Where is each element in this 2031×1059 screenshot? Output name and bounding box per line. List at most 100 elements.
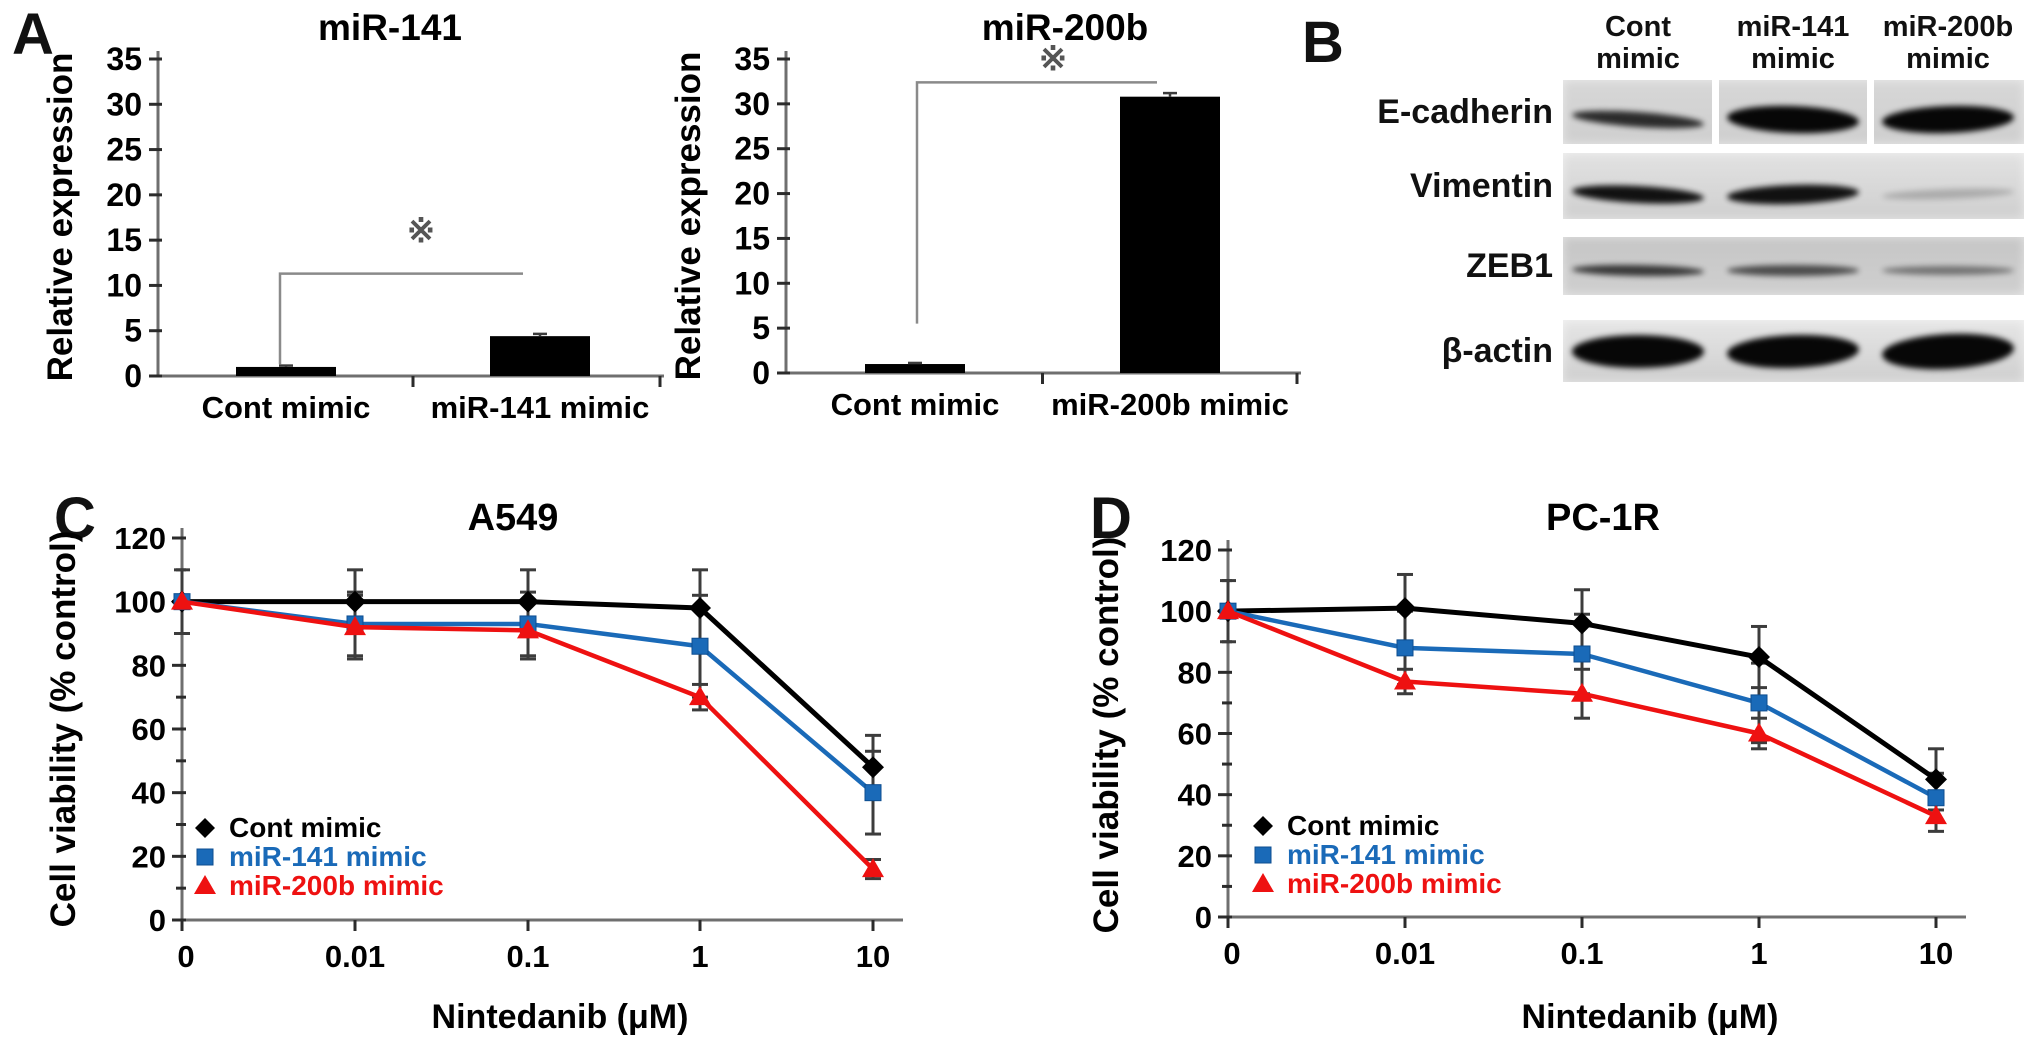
svg-text:10: 10 [106, 267, 142, 303]
svg-text:Cell viability (% control): Cell viability (% control) [1087, 537, 1126, 934]
axes: 0 20 40 60 80 100 120 0 0.01 0.1 1 10 [1160, 533, 1966, 971]
blot-lane-header-line: miR-141 [1736, 11, 1850, 43]
svg-text:35: 35 [734, 41, 770, 77]
blot-band [1572, 334, 1705, 368]
blot-lane-gap [1867, 80, 1874, 144]
svg-text:15: 15 [106, 222, 142, 258]
svg-text:25: 25 [106, 132, 142, 168]
blot-band [1881, 265, 2014, 275]
blot-band [1726, 182, 1860, 206]
bar-chart-mir200b: 0 5 10 15 20 25 30 35 Cont mimic miR-200b mimic ※m… [669, 7, 1301, 422]
svg-text:40: 40 [1178, 778, 1212, 813]
svg-text:0: 0 [1195, 900, 1212, 935]
blot-row-bactin: β-actin [1442, 320, 2024, 382]
svg-text:30: 30 [106, 86, 142, 122]
blot-lane-gap [1712, 80, 1719, 144]
svg-text:60: 60 [132, 712, 166, 747]
svg-text:100: 100 [1160, 594, 1212, 629]
series-triangle [171, 590, 884, 878]
svg-text:A549: A549 [468, 497, 559, 539]
chart-title: A549 [468, 497, 559, 539]
blot-lane-header-line: Cont [1604, 11, 1672, 43]
chart-title: miR-200b [982, 7, 1149, 48]
bars: Cont mimic miR-141 mimic [202, 332, 650, 425]
svg-text:miR-141: miR-141 [318, 7, 462, 48]
blot-lane-header-line: mimic [1596, 42, 1680, 75]
bar-chart-mir141: 0 5 10 15 20 25 30 35 Cont mimic miR-141 mimic ※ mi… [41, 7, 664, 425]
blot-lane-header-line: miR-200b [1882, 11, 2014, 43]
axes: 0 20 40 60 80 100 120 0 0.01 0.1 1 10 [114, 521, 903, 974]
blot-row-label: E-cadherin [1377, 93, 1553, 131]
svg-text:25: 25 [734, 131, 770, 167]
svg-text:0.1: 0.1 [506, 939, 549, 974]
svg-text:10: 10 [1919, 936, 1953, 971]
svg-text:Relative expression: Relative expression [669, 52, 708, 381]
svg-text:Cont mimic: Cont mimic [831, 387, 1000, 422]
blot-strip [1563, 80, 2024, 144]
blot-row-zeb1: ZEB1 [1466, 237, 2024, 295]
blot-band [1572, 263, 1705, 277]
svg-text:Cont mimic: Cont mimic [202, 390, 371, 425]
svg-text:miR-141 mimic: miR-141 mimic [1287, 839, 1485, 870]
series-triangle [1217, 600, 1947, 825]
blot-band [1881, 186, 2015, 202]
blot-band [1726, 332, 1860, 370]
svg-text:miR-141 mimic: miR-141 mimic [431, 390, 650, 425]
svg-text:10: 10 [856, 939, 890, 974]
svg-text:※: ※ [407, 212, 436, 250]
x-axis-title: Nintedanib (μM) [432, 998, 689, 1036]
blot-band [1726, 103, 1860, 135]
svg-text:Nintedanib (μM): Nintedanib (μM) [1522, 998, 1779, 1036]
x-axis-title: Nintedanib (μM) [1522, 998, 1779, 1036]
svg-text:1: 1 [691, 939, 708, 974]
blot-lane-header-mir141: miR-141 mimic [1708, 11, 1878, 76]
svg-text:0: 0 [752, 355, 770, 391]
blot-strip [1563, 153, 2024, 219]
y-axis-title: Relative expression [669, 52, 708, 381]
y-axis-title: Cell viability (% control) [44, 531, 83, 928]
svg-text:Cell viability (% control): Cell viability (% control) [44, 531, 83, 928]
svg-text:0.1: 0.1 [1560, 936, 1603, 971]
svg-text:20: 20 [132, 839, 166, 874]
svg-text:Cont mimic: Cont mimic [1287, 810, 1439, 841]
blot-lane-header-mir200b: miR-200b mimic [1863, 11, 2031, 76]
y-axis-title: Relative expression [41, 53, 80, 382]
blot-band [1571, 106, 1705, 132]
svg-text:miR-141 mimic: miR-141 mimic [229, 841, 427, 872]
blot-band [1881, 330, 2015, 372]
blot-row-label: β-actin [1441, 332, 1553, 370]
svg-text:80: 80 [132, 648, 166, 683]
svg-text:35: 35 [106, 41, 142, 77]
svg-text:5: 5 [124, 313, 142, 349]
svg-text:Cont mimic: Cont mimic [229, 812, 381, 843]
svg-text:miR-200b mimic: miR-200b mimic [1287, 868, 1502, 899]
bars: Cont mimic miR-200b mimic [831, 91, 1289, 422]
svg-text:0.01: 0.01 [1375, 936, 1435, 971]
panel-label-a: A [12, 2, 54, 67]
blot-lane-header-line: mimic [1906, 42, 1990, 75]
blot-row-ecadherin: E-cadherin [1377, 80, 2024, 144]
svg-text:20: 20 [1178, 839, 1212, 874]
svg-text:80: 80 [1178, 655, 1212, 690]
blot-band [1881, 103, 2015, 135]
blot-strip [1563, 237, 2024, 295]
significance-bracket: ※ [278, 212, 523, 365]
chart-title: miR-141 [318, 7, 462, 48]
svg-text:※: ※ [1039, 40, 1068, 78]
svg-text:PC-1R: PC-1R [1546, 497, 1660, 539]
svg-text:miR-200b: miR-200b [982, 7, 1149, 48]
svg-text:0: 0 [1223, 936, 1240, 971]
chart-title: PC-1R [1546, 497, 1660, 539]
svg-text:0.01: 0.01 [325, 939, 385, 974]
blot-lane-header-cont: Cont mimic [1553, 11, 1723, 76]
panel-label-c: C [54, 486, 96, 551]
significance-bracket: ※ [915, 40, 1157, 324]
svg-text:10: 10 [734, 265, 770, 301]
svg-text:20: 20 [106, 177, 142, 213]
blot-band [1571, 182, 1705, 206]
y-axis-title: Cell viability (% control) [1087, 537, 1126, 934]
